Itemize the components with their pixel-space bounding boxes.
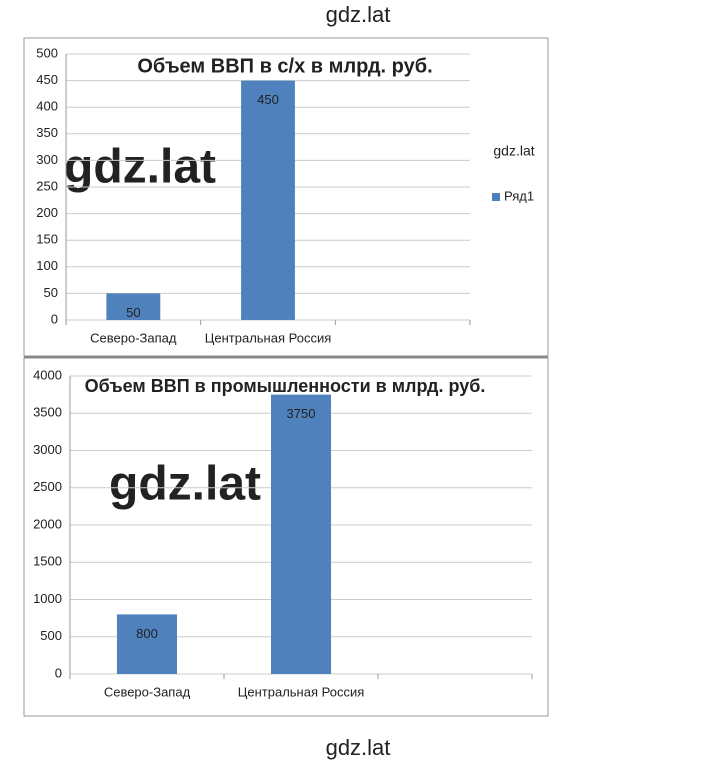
y-tick-label: 0 (55, 665, 62, 680)
data-label: 50 (126, 305, 140, 320)
y-tick-label: 3500 (33, 405, 62, 420)
y-tick-label: 400 (36, 99, 58, 114)
y-tick-label: 300 (36, 152, 58, 167)
legend-label: Ряд1 (504, 188, 534, 203)
legend-swatch (492, 193, 500, 201)
y-tick-label: 0 (51, 311, 58, 326)
x-tick-label: Северо-Запад (90, 330, 177, 345)
bar (116, 614, 178, 674)
bar (106, 293, 161, 320)
y-tick-label: 3000 (33, 442, 62, 457)
y-tick-label: 2000 (33, 516, 62, 531)
y-tick-label: 500 (40, 628, 62, 643)
y-tick-label: 200 (36, 205, 58, 220)
watermark: gdz.lat (109, 458, 261, 511)
x-tick-label: Северо-Запад (104, 684, 191, 699)
watermark: gdz.lat (326, 735, 391, 760)
y-tick-label: 4000 (33, 367, 62, 382)
data-label: 800 (136, 626, 158, 641)
data-label: 450 (257, 92, 279, 107)
chart-title: Объем ВВП в промышленности в млрд. руб. (85, 376, 486, 396)
watermark: gdz.lat (64, 141, 216, 194)
y-tick-label: 150 (36, 232, 58, 247)
x-tick-label: Центральная Россия (205, 330, 332, 345)
data-label: 3750 (287, 406, 316, 421)
bar (241, 80, 295, 320)
y-tick-label: 450 (36, 72, 58, 87)
y-tick-label: 2500 (33, 479, 62, 494)
y-tick-label: 100 (36, 258, 58, 273)
chart-title: Объем ВВП в с/х в млрд. руб. (137, 55, 432, 77)
y-tick-label: 350 (36, 125, 58, 140)
y-tick-label: 250 (36, 178, 58, 193)
watermark: gdz.lat (326, 2, 391, 27)
y-tick-label: 50 (44, 285, 58, 300)
bar (270, 394, 332, 674)
watermark: gdz.lat (493, 143, 534, 159)
x-tick-label: Центральная Россия (238, 684, 365, 699)
y-tick-label: 500 (36, 45, 58, 60)
y-tick-label: 1500 (33, 554, 62, 569)
y-tick-label: 1000 (33, 591, 62, 606)
